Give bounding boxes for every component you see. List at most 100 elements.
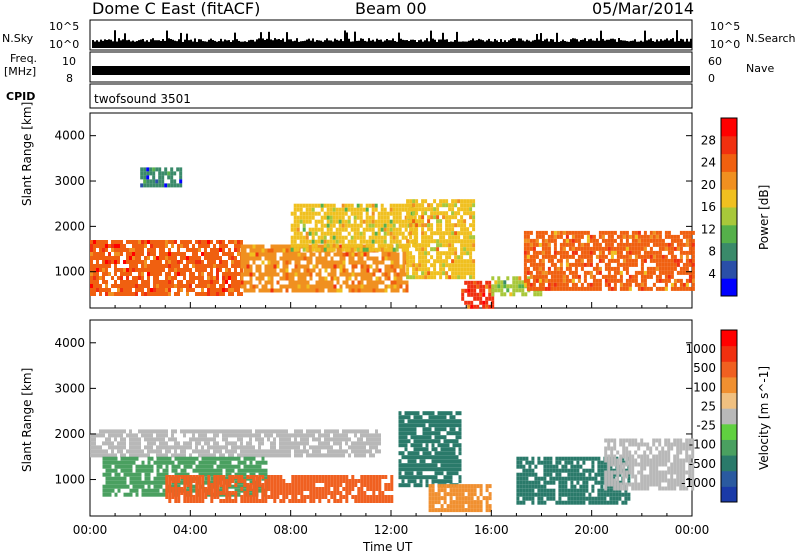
noise-bar: [422, 41, 424, 48]
data-cell: [430, 275, 434, 280]
data-cell: [330, 276, 334, 281]
data-cell: [326, 227, 330, 232]
data-cell: [255, 453, 258, 458]
data-cell: [342, 268, 346, 273]
data-cell: [380, 219, 384, 224]
data-cell: [141, 268, 144, 272]
data-cell: [141, 272, 144, 276]
noise-bar: [102, 40, 104, 48]
data-cell: [339, 288, 343, 293]
data-cell: [580, 250, 584, 255]
data-cell: [470, 284, 474, 289]
data-cell: [522, 476, 526, 481]
data-cell: [443, 492, 447, 497]
noise-bar: [296, 38, 298, 48]
data-cell: [455, 411, 459, 416]
data-cell: [320, 203, 324, 208]
data-cell: [282, 252, 286, 257]
data-cell: [315, 445, 318, 450]
data-cell: [519, 480, 523, 485]
data-cell: [93, 252, 96, 256]
data-cell: [354, 288, 358, 293]
data-cell: [401, 435, 405, 440]
data-cell: [469, 223, 473, 228]
data-cell: [473, 488, 477, 493]
data-cell: [312, 487, 316, 491]
data-cell: [114, 468, 118, 473]
data-cell: [482, 300, 486, 305]
data-cell: [183, 264, 186, 268]
data-cell: [126, 280, 129, 284]
data-cell: [458, 443, 462, 448]
data-cell: [419, 423, 423, 428]
data-cell: [562, 282, 566, 287]
data-cell: [559, 266, 563, 271]
data-cell: [583, 278, 587, 283]
noise-bar: [332, 41, 334, 48]
data-cell: [518, 288, 522, 293]
data-cell: [419, 463, 423, 468]
noise-bar: [508, 40, 510, 48]
data-cell: [655, 238, 659, 243]
data-cell: [409, 215, 413, 220]
data-cell: [643, 254, 647, 259]
data-cell: [258, 483, 262, 487]
data-cell: [610, 230, 614, 235]
data-cell: [144, 256, 147, 260]
data-cell: [246, 268, 250, 273]
noise-bar: [472, 38, 474, 48]
data-cell: [129, 441, 132, 446]
data-cell: [431, 496, 435, 501]
data-cell: [246, 468, 250, 473]
data-cell: [419, 467, 423, 472]
data-cell: [577, 286, 581, 291]
data-cell: [255, 429, 258, 434]
data-cell: [324, 260, 328, 265]
data-cell: [592, 278, 596, 283]
data-cell: [300, 495, 304, 499]
data-cell: [189, 284, 192, 288]
data-cell: [297, 272, 301, 277]
data-cell: [216, 248, 219, 252]
data-cell: [204, 491, 208, 495]
data-cell: [375, 260, 379, 265]
data-cell: [216, 487, 220, 491]
data-cell: [375, 288, 379, 293]
data-cell: [195, 479, 199, 483]
data-cell: [396, 288, 400, 293]
data-cell: [105, 248, 108, 252]
data-cell: [186, 488, 190, 493]
data-cell: [404, 235, 408, 240]
data-cell: [326, 223, 330, 228]
data-cell: [144, 280, 147, 284]
data-cell: [571, 238, 575, 243]
data-cell: [466, 267, 470, 272]
data-cell: [261, 483, 265, 487]
data-cell: [341, 203, 345, 208]
data-cell: [679, 254, 683, 259]
data-cell: [455, 484, 459, 489]
data-cell: [339, 256, 343, 261]
data-cell: [519, 476, 523, 481]
noise-bar: [478, 38, 480, 48]
data-cell: [314, 243, 318, 248]
data-cell: [430, 207, 434, 212]
data-cell: [652, 238, 656, 243]
noise-bar: [644, 30, 646, 48]
noise-bar: [270, 39, 272, 48]
data-cell: [174, 487, 178, 491]
noise-bar: [224, 39, 226, 48]
ytick-label: 4000: [54, 129, 85, 143]
data-cell: [425, 435, 429, 440]
data-cell: [339, 260, 343, 265]
data-cell: [646, 242, 650, 247]
data-cell: [580, 262, 584, 267]
data-cell: [685, 262, 689, 267]
data-cell: [168, 483, 172, 487]
data-cell: [210, 495, 214, 499]
data-cell: [330, 483, 334, 487]
data-cell: [421, 239, 425, 244]
noise-bar: [474, 40, 476, 48]
data-cell: [472, 227, 476, 232]
data-cell: [126, 252, 129, 256]
